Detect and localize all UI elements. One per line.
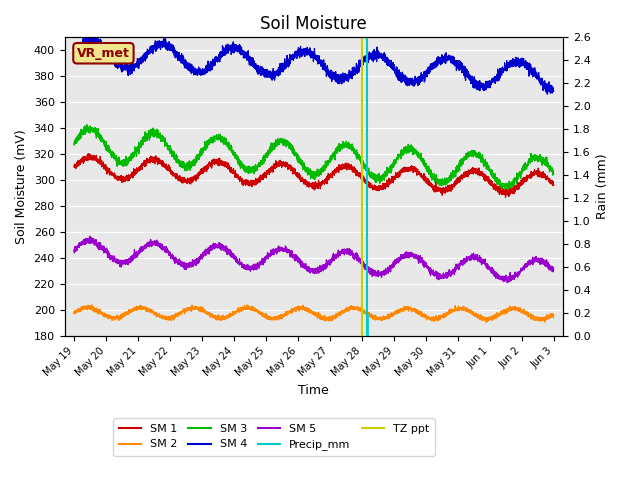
SM 3 xyxy=(381,178,388,183)
SM 2 xyxy=(70,311,78,316)
SM 5 xyxy=(381,272,388,278)
SM 5 xyxy=(439,275,447,281)
SM 5 xyxy=(550,267,557,273)
SM 1 xyxy=(390,175,398,181)
SM 3 xyxy=(153,126,161,132)
SM 2 xyxy=(153,313,161,319)
SM 1 xyxy=(446,187,454,193)
SM 5 xyxy=(390,261,398,267)
SM 4 xyxy=(70,47,78,53)
SM 2 xyxy=(439,313,447,319)
SM 4 xyxy=(425,70,433,75)
Text: VR_met: VR_met xyxy=(77,47,130,60)
SM 1 xyxy=(502,194,509,200)
Legend: SM 1, SM 2, SM 3, SM 4, SM 5, Precip_mm, TZ ppt: SM 1, SM 2, SM 3, SM 4, SM 5, Precip_mm,… xyxy=(113,418,435,456)
SM 3 xyxy=(439,177,447,183)
X-axis label: Time: Time xyxy=(298,384,329,396)
Line: SM 1: SM 1 xyxy=(74,154,554,197)
Line: SM 4: SM 4 xyxy=(74,36,554,94)
SM 5 xyxy=(70,250,78,256)
SM 3 xyxy=(446,176,454,181)
SM 2 xyxy=(550,312,557,318)
Line: SM 5: SM 5 xyxy=(74,236,554,283)
SM 4 xyxy=(439,54,447,60)
SM 3 xyxy=(83,122,91,128)
SM 4 xyxy=(543,91,551,97)
SM 2 xyxy=(381,316,388,322)
SM 3 xyxy=(70,140,78,145)
SM 2 xyxy=(446,309,454,314)
SM 3 xyxy=(390,162,398,168)
SM 3 xyxy=(550,171,557,177)
SM 4 xyxy=(381,50,388,56)
SM 5 xyxy=(425,267,433,273)
Y-axis label: Rain (mm): Rain (mm) xyxy=(596,154,609,219)
SM 1 xyxy=(70,164,78,169)
SM 2 xyxy=(390,312,398,317)
SM 4 xyxy=(390,61,398,67)
SM 2 xyxy=(243,302,251,308)
SM 3 xyxy=(508,188,515,194)
SM 5 xyxy=(504,280,511,286)
SM 1 xyxy=(153,157,161,163)
Title: Soil Moisture: Soil Moisture xyxy=(260,15,367,33)
SM 4 xyxy=(84,33,92,38)
SM 5 xyxy=(153,240,161,245)
SM 3 xyxy=(425,170,433,176)
SM 1 xyxy=(550,181,557,187)
Y-axis label: Soil Moisture (mV): Soil Moisture (mV) xyxy=(15,129,28,244)
SM 1 xyxy=(381,184,388,190)
SM 4 xyxy=(446,54,454,60)
Line: SM 3: SM 3 xyxy=(74,125,554,191)
SM 4 xyxy=(153,43,161,49)
SM 1 xyxy=(425,176,433,182)
SM 5 xyxy=(446,271,454,276)
SM 5 xyxy=(86,233,94,239)
SM 4 xyxy=(550,89,557,95)
SM 1 xyxy=(439,186,447,192)
SM 2 xyxy=(425,316,433,322)
SM 1 xyxy=(84,151,92,156)
SM 2 xyxy=(483,319,490,325)
Line: SM 2: SM 2 xyxy=(74,305,554,322)
